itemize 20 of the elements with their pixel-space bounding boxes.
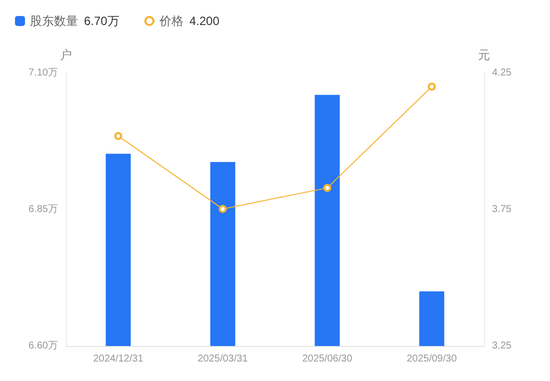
point <box>114 132 122 140</box>
y2-tick-label: 3.25 <box>492 340 512 352</box>
y-tick-label: 7.10万 <box>28 68 58 78</box>
legend-label: 股东数量 <box>30 14 78 28</box>
y-tick-label: 6.60万 <box>28 340 58 352</box>
y2-axis-title: 元 <box>478 48 490 62</box>
x-tick-label: 2025/06/30 <box>302 354 353 364</box>
x-tick-label: 2025/09/30 <box>406 354 458 364</box>
text: 6.70万 <box>84 14 120 28</box>
point <box>218 204 227 213</box>
x-tick-label: 2025/03/31 <box>198 354 248 364</box>
text: 4.200 <box>189 14 220 28</box>
point <box>323 184 332 192</box>
y2-tick-label: 4.25 <box>492 68 512 78</box>
x-tick-label: 2024/12/31 <box>93 354 144 364</box>
y-axis-title: 户 <box>60 48 72 62</box>
point <box>428 82 436 91</box>
legend-label: 价格 <box>158 14 184 28</box>
y2-tick-label: 3.75 <box>492 204 512 215</box>
y-tick-label: 6.85万 <box>28 204 58 215</box>
